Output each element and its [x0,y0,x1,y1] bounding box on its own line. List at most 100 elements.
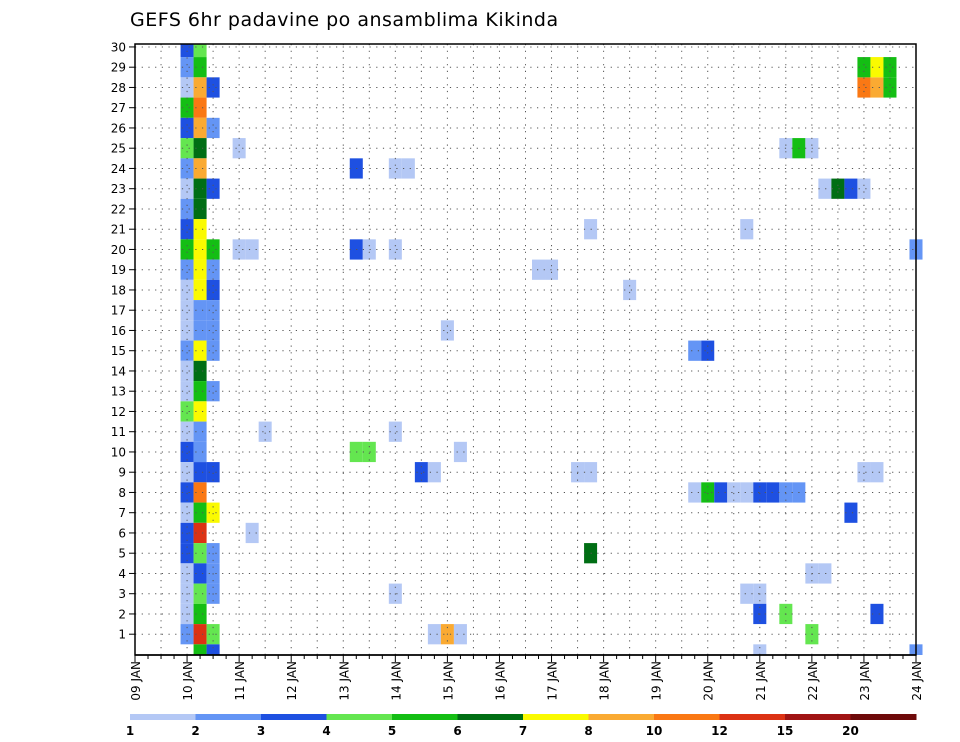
x-tick-label: 15 JAN [441,661,455,701]
x-tick-label: 09 JAN [129,661,143,701]
heatmap-cell [584,543,598,564]
y-tick-label: 4 [118,567,126,581]
x-tick-label: 14 JAN [389,661,403,701]
x-axis: 09 JAN 10 JAN 11 JAN 12 JAN 13 JAN 14 JAN 15 J… [129,654,924,701]
heatmap-cell [180,421,194,442]
heatmap-cell [206,502,220,523]
heatmap-cell [870,77,884,98]
legend-swatch [785,714,851,720]
y-tick-label: 20 [111,243,126,257]
heatmap-cell [688,482,702,503]
heatmap-cell [180,340,194,361]
heatmap-cell [883,77,897,98]
heatmap-cell [232,239,246,260]
heatmap-cell [766,482,780,503]
heatmap-cell [180,44,194,58]
heatmap-cell [193,239,207,260]
legend-label: 15 [777,724,794,738]
heatmap-cell [388,239,402,260]
heatmap-cell [193,381,207,402]
heatmap-cell [193,583,207,604]
y-tick-label: 14 [111,364,126,378]
heatmap-cell [206,340,220,361]
heatmap-cell [193,44,207,58]
heatmap-cell [180,300,194,321]
heatmap-cell [206,259,220,280]
heatmap-cell [180,360,194,382]
heatmap-cell [193,57,207,78]
heatmap-cell [180,502,194,523]
x-tick-label: 17 JAN [546,661,560,701]
legend-swatch [392,714,458,720]
cells-layer [180,44,923,655]
heatmap-cell [844,178,858,199]
heatmap-cell [180,279,194,301]
y-tick-label: 10 [111,445,126,459]
heatmap-cell [206,381,220,402]
heatmap-cell [180,77,194,98]
heatmap-cell [388,421,402,442]
heatmap-cell [193,259,207,280]
heatmap-cell [584,462,598,483]
heatmap-cell [427,462,441,483]
chart-title: GEFS 6hr padavine po ansamblima Kikinda [130,9,559,31]
y-tick-label: 23 [111,182,126,196]
legend-swatch [195,714,262,720]
heatmap-cell [193,320,207,341]
heatmap-cell [180,522,194,544]
heatmap-cell [206,239,220,260]
heatmap-cell [870,462,884,483]
heatmap-cell [193,300,207,321]
heatmap-cell [193,178,207,199]
y-tick-label: 11 [111,425,126,439]
legend-label: 6 [453,724,461,738]
legend-label: 10 [646,724,663,738]
heatmap-cell [831,178,845,199]
heatmap-cell [193,360,207,382]
y-tick-label: 3 [118,587,126,601]
heatmap-cell [427,624,441,645]
heatmap-cell [180,239,194,260]
x-tick-label: 18 JAN [598,661,612,701]
heatmap-cell [193,603,207,625]
x-tick-label: 11 JAN [233,661,247,701]
heatmap-cell [414,462,428,483]
legend-swatch [850,714,917,720]
y-tick-label: 30 [111,40,126,54]
legend-label: 7 [519,724,527,738]
y-tick-label: 25 [111,142,126,156]
legend-swatch [588,714,655,720]
legend-label: 12 [711,724,728,738]
heatmap-cell [193,401,207,422]
heatmap-cell [193,563,207,584]
heatmap-cell [740,583,754,604]
y-tick-label: 27 [111,101,126,115]
heatmap-cell [193,644,207,655]
y-axis: 1234567891011121314151617181920212223242… [111,40,135,642]
x-tick-label: 22 JAN [806,661,820,701]
heatmap-cell [206,300,220,321]
y-tick-label: 13 [111,385,126,399]
heatmap-cell [362,441,376,463]
y-tick-label: 1 [118,628,126,642]
heatmap-cell [180,97,194,118]
y-tick-label: 26 [111,121,126,135]
heatmap-cell [401,158,415,179]
heatmap-cell [701,340,715,361]
legend-swatch [654,714,720,720]
heatmap-cell [180,219,194,240]
y-tick-label: 2 [118,607,126,621]
y-tick-label: 22 [111,202,126,216]
heatmap-cell [623,279,637,301]
y-tick-label: 21 [111,223,126,237]
heatmap-cell [193,138,207,159]
legend-swatch [130,714,196,720]
y-tick-label: 7 [118,506,126,520]
x-tick-label: 20 JAN [702,661,716,701]
heatmap-cell [857,178,871,199]
heatmap-cell [180,117,194,139]
x-tick-label: 13 JAN [337,661,351,701]
heatmap-cell [584,219,598,240]
y-tick-label: 24 [111,162,126,176]
